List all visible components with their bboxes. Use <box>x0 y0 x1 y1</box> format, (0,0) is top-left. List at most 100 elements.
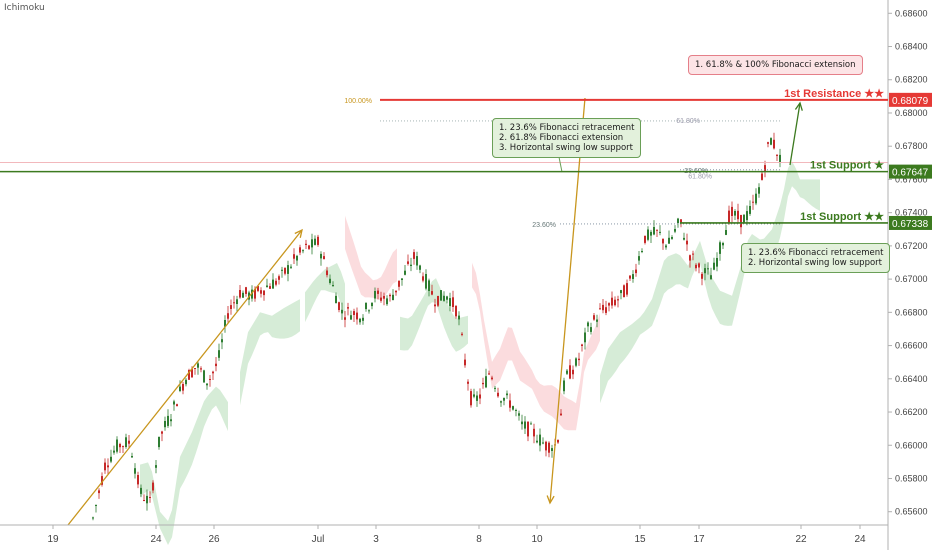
candle-bull <box>410 264 412 266</box>
cloud-bull-segment <box>140 386 228 545</box>
candle-bull <box>335 295 337 304</box>
candle-bull <box>524 421 526 429</box>
price-tick-label: 0.67000 <box>895 274 928 284</box>
price-axis[interactable]: 0.68600 0.68400 0.68200 0.68000 0.67800 0.676… <box>887 0 928 550</box>
candle-bear <box>101 476 103 485</box>
cloud-bear-segment <box>345 215 397 301</box>
candle-bull <box>203 370 205 383</box>
candle-bull <box>92 517 94 519</box>
candle-bull <box>272 279 274 289</box>
support-1-price-tag <box>889 164 932 179</box>
candle-bear <box>605 307 607 313</box>
candle-bull <box>404 270 406 275</box>
candle-bull <box>671 237 673 239</box>
candle-bear <box>137 475 139 485</box>
candle-bull <box>206 383 208 386</box>
support1-note: 1. 23.6% Fibonacci retracement 2. 61.8% … <box>492 118 642 158</box>
candle-bear <box>326 270 328 276</box>
price-tick-label: 0.65600 <box>895 507 928 517</box>
support1-note-line-2: 2. 61.8% Fibonacci extension <box>499 133 624 143</box>
indicator-label: Ichimoku <box>4 3 45 13</box>
candle-bull <box>170 419 172 422</box>
candle-bull <box>155 465 157 468</box>
candle-bear <box>680 219 682 223</box>
candle-bear <box>383 296 385 299</box>
candle-bear <box>599 308 601 310</box>
candle-bull <box>401 278 403 280</box>
candle-bull <box>224 320 226 327</box>
candle-bull <box>332 285 334 287</box>
fib-618-lower-label: 61.80% <box>688 173 712 180</box>
candle-bull <box>329 278 331 283</box>
candle-bear <box>227 313 229 319</box>
candle-bear <box>545 441 547 451</box>
candle-bear <box>701 273 703 279</box>
candle-bear <box>698 263 700 268</box>
resistance-note-line: 1. 61.8% & 100% Fibonacci extension <box>695 60 856 70</box>
candle-bear <box>257 286 259 291</box>
candle-bear <box>437 296 439 306</box>
time-tick-label: 26 <box>208 534 220 545</box>
candle-bear <box>293 254 295 259</box>
support-2-price-tag <box>889 215 932 230</box>
candle-bear <box>629 275 631 279</box>
candle-bear <box>452 297 454 307</box>
price-tick-label: 0.67200 <box>895 241 928 251</box>
time-axis[interactable]: 19 24 26 Jul 3 8 10 15 17 22 24 <box>0 524 888 545</box>
resistance-note: 1. 61.8% & 100% Fibonacci extension <box>688 55 863 75</box>
candle-bull <box>386 298 388 305</box>
candle-bull <box>722 243 724 246</box>
candle-bear <box>323 256 325 260</box>
candle-bear <box>614 299 616 306</box>
candle-bull <box>755 193 757 204</box>
candle-bull <box>320 253 322 259</box>
candle-bull <box>665 245 667 248</box>
price-tick-label: 0.68600 <box>895 8 928 18</box>
time-tick-label: Jul <box>312 534 325 545</box>
candle-bear <box>467 381 469 384</box>
candle-bear <box>230 305 232 309</box>
candle-bull <box>779 154 781 163</box>
candle-bear <box>143 500 145 501</box>
candle-bull <box>515 410 517 411</box>
candle-bear <box>347 307 349 309</box>
candle-bear <box>731 206 733 216</box>
time-tick-label: 24 <box>854 534 866 545</box>
price-tick-label: 0.66200 <box>895 407 928 417</box>
candle-bear <box>593 315 595 320</box>
candle-bull <box>473 394 475 397</box>
candle-bear <box>569 365 571 379</box>
candle-bull <box>287 265 289 274</box>
candle-bull <box>494 387 496 389</box>
time-tick-label: 17 <box>693 534 705 545</box>
candle-bull <box>641 251 643 252</box>
candle-bull <box>512 406 514 410</box>
candle-bear <box>209 379 211 380</box>
candle-bear <box>488 373 490 375</box>
candle-bear <box>644 235 646 243</box>
candle-bear <box>767 142 769 144</box>
candle-bull <box>563 380 565 392</box>
candle-bull <box>362 317 364 321</box>
candle-bull <box>485 376 487 388</box>
candle-bear <box>560 413 562 416</box>
cloud-bull-segment <box>305 263 345 323</box>
candle-bear <box>626 283 628 295</box>
candle-bear <box>470 391 472 406</box>
candle-bull <box>521 421 523 425</box>
candle-bull <box>758 187 760 194</box>
candle-bull <box>371 302 373 307</box>
price-tick-label: 0.66800 <box>895 307 928 317</box>
candle-bear <box>215 363 217 367</box>
candle-bear <box>119 444 121 448</box>
candle-bear <box>689 255 691 261</box>
candle-bear <box>191 369 193 378</box>
candle-bear <box>212 371 214 374</box>
fib-236-lower-label: 23.60% <box>532 222 556 229</box>
price-tick-label: 0.65800 <box>895 473 928 483</box>
candle-bull <box>506 393 508 396</box>
fib-extension-arrow-head <box>546 495 555 505</box>
candle-bull <box>677 218 679 223</box>
candle-bull <box>440 290 442 301</box>
